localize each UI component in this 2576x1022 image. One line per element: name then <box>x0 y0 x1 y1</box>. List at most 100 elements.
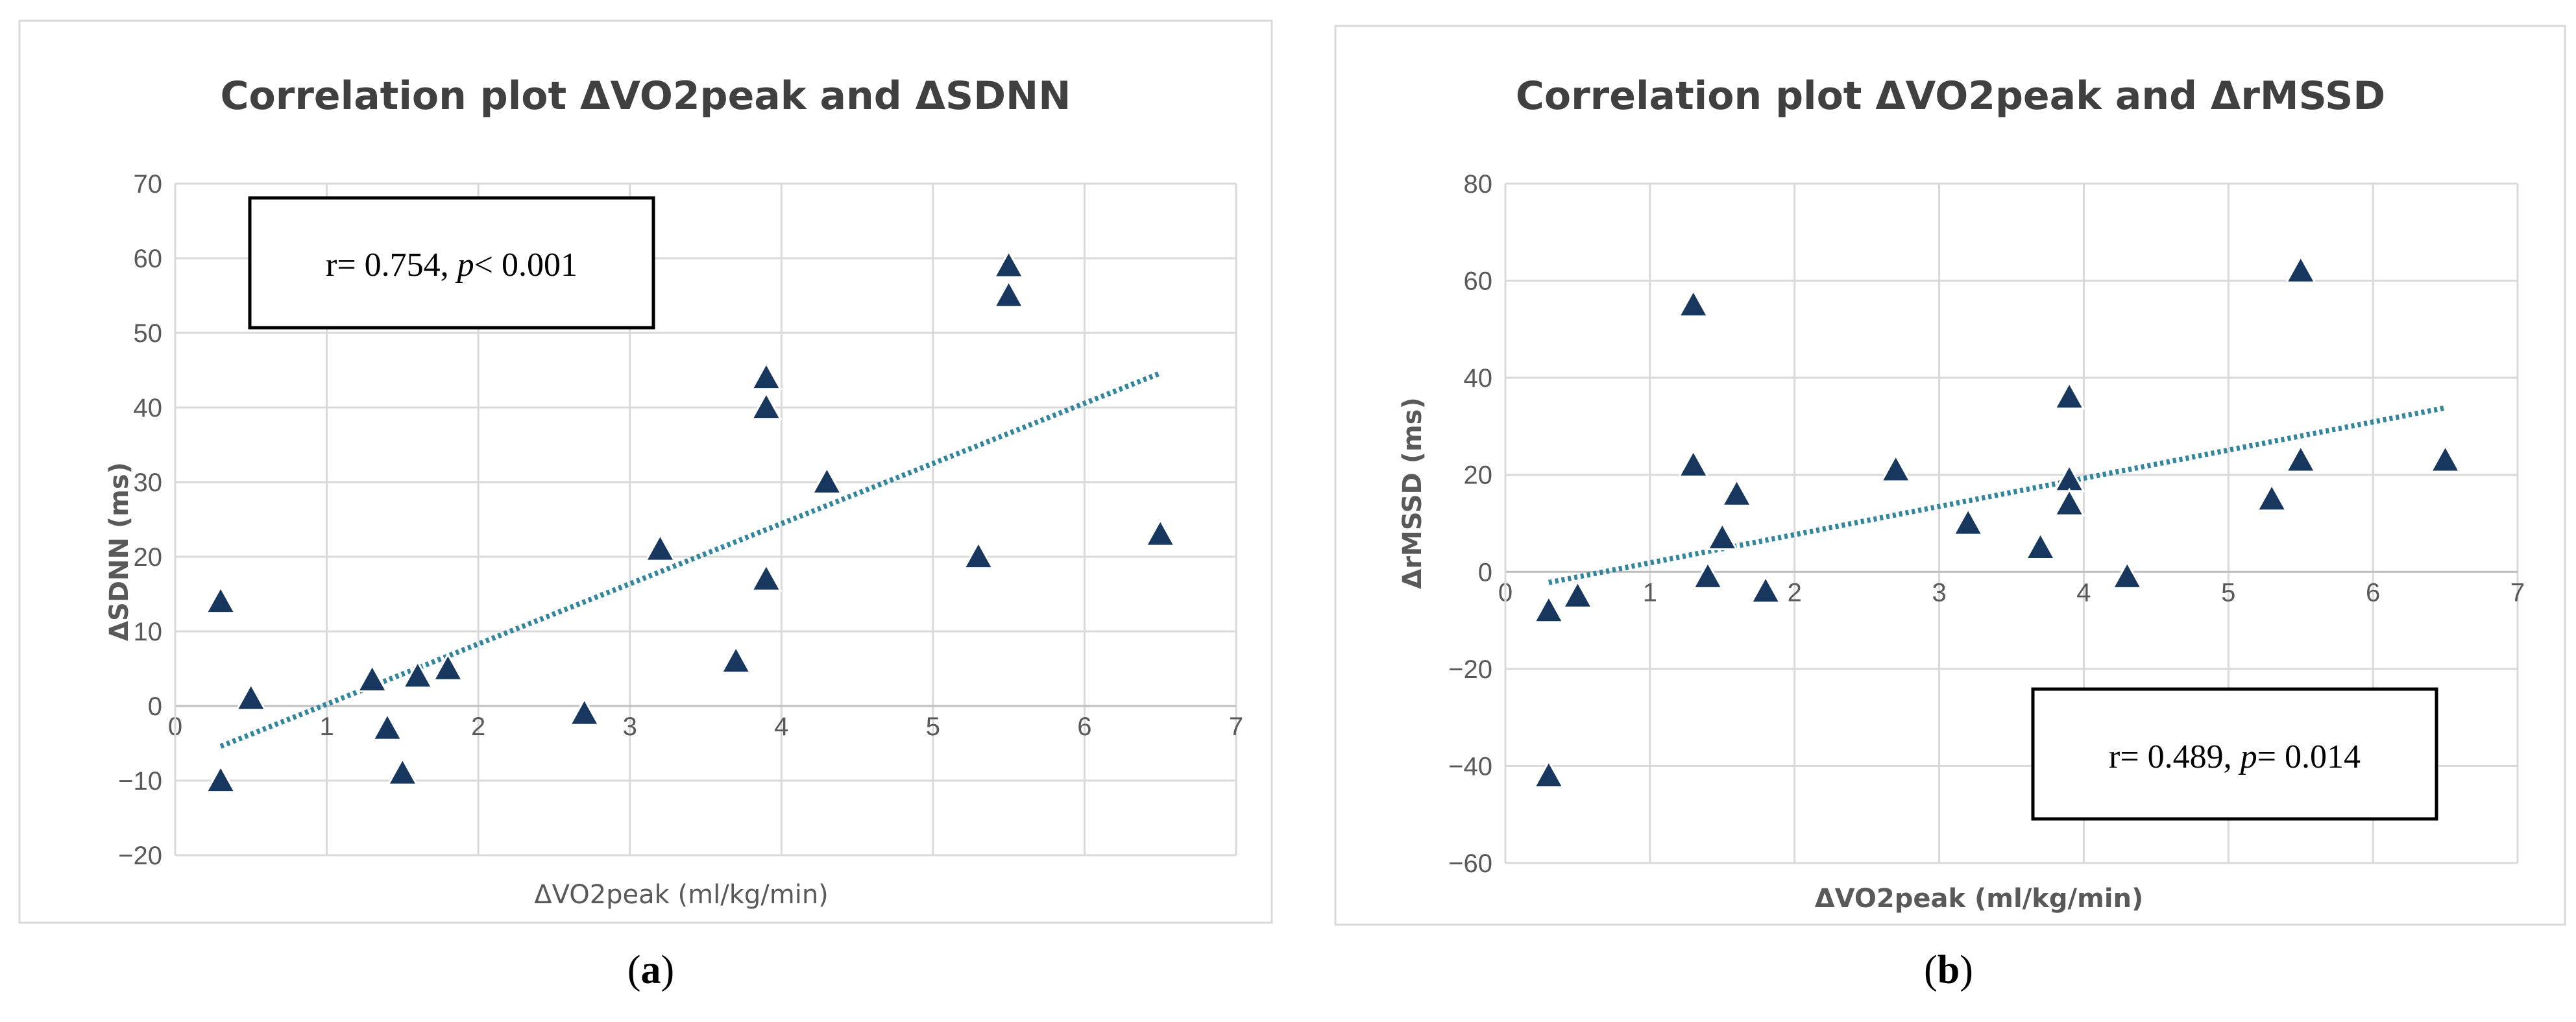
chart-a-stat-r: r= 0.754, <box>326 247 457 284</box>
chart-b-x-tick-label: 1 <box>1643 578 1657 607</box>
chart-b-data-point <box>1677 448 1710 478</box>
chart-b-data-point <box>2285 254 2317 284</box>
chart-b-y-tick-label: 20 <box>1464 461 1493 490</box>
chart-b-data-point <box>2053 380 2085 410</box>
chart-b-trendline <box>1548 405 2446 585</box>
chart-a-data-point <box>386 757 419 786</box>
chart-b-y-tick-label: −20 <box>1448 655 1492 684</box>
panel-label-a: (a) <box>627 948 674 992</box>
chart-a-data-point <box>568 697 601 726</box>
panel-label-b: (b) <box>1924 948 1973 992</box>
chart-b-y-tick-label: 60 <box>1464 267 1493 296</box>
chart-a-stat-p-symbol: p <box>455 247 474 284</box>
chart-b-data-point <box>1880 454 1912 483</box>
chart-b-data-point <box>2024 531 2057 560</box>
chart-b-x-tick-label: 4 <box>2076 578 2091 607</box>
chart-a-data-point <box>431 652 464 681</box>
chart-a-x-tick-label: 4 <box>774 712 788 741</box>
panel-label-b-letter: b <box>1938 948 1960 992</box>
chart-b-stat-p-value: = 0.014 <box>2257 738 2361 775</box>
chart-a-y-tick-label: 0 <box>148 692 162 721</box>
chart-b-stat-text: r= 0.489, p= 0.014 <box>2109 738 2361 775</box>
chart-a-data-point <box>750 361 783 391</box>
chart-a-y-tick-label: 10 <box>134 618 163 646</box>
chart-a-stat-box <box>248 196 655 330</box>
chart-b-data-point <box>2255 483 2288 512</box>
chart-b-stat-r: r= 0.489, <box>2109 738 2241 775</box>
chart-b-data-point <box>1533 759 1565 788</box>
panel-label-a-close: ) <box>661 948 675 992</box>
chart-a-x-tick-label: 1 <box>319 712 334 741</box>
chart-b-x-axis-label: ΔVO2peak (ml/kg/min) <box>1815 884 2144 914</box>
chart-a-data-point <box>356 663 389 692</box>
chart-b-x-tick-label: 3 <box>1932 578 1946 607</box>
chart-a-data-point <box>371 712 404 741</box>
chart-b-data-point <box>2053 487 2085 517</box>
chart-b-stat-box <box>2031 687 2438 821</box>
chart-a-data-point <box>402 659 434 689</box>
chart-b-stat-p-symbol: p <box>2238 738 2257 775</box>
chart-a-data-point <box>720 644 752 674</box>
chart-a-frame <box>18 19 1273 924</box>
chart-b-data-point <box>1561 579 1594 609</box>
chart-a-data-point <box>750 391 783 420</box>
chart-b-data-point <box>1533 594 1565 624</box>
chart-a-y-axis-label: ΔSDNN (ms) <box>104 462 134 641</box>
chart-a-y-tick-label: 30 <box>134 468 163 497</box>
chart-b-data-point <box>1677 288 1710 318</box>
chart-b-y-tick-label: −40 <box>1448 752 1492 781</box>
chart-b-y-tick-label: 0 <box>1478 558 1492 587</box>
chart-a-y-tick-label: 40 <box>134 394 163 422</box>
chart-a-title: Correlation plot ΔVO2peak and ΔSDNN <box>221 73 1071 119</box>
panel-label-a-letter: a <box>641 948 661 992</box>
chart-a-stat-p-value: < 0.001 <box>474 247 577 284</box>
chart-a-x-tick-label: 7 <box>1229 712 1243 741</box>
chart-b-y-axis-label: ΔrMSSD (ms) <box>1398 397 1428 589</box>
chart-a-y-tick-label: 50 <box>134 319 163 348</box>
chart-b-x-tick-label: 5 <box>2221 578 2235 607</box>
chart-a-data-point <box>962 540 995 570</box>
chart-a-y-tick-label: 60 <box>134 245 163 273</box>
chart-a-points <box>204 249 1176 794</box>
chart-b-data-point <box>1706 521 1738 551</box>
chart-a-data-point <box>750 563 783 592</box>
chart-a-y-tick-label: −10 <box>118 767 162 796</box>
panel-label-a-open: ( <box>627 948 641 992</box>
chart-a-x-tick-label: 3 <box>623 712 637 741</box>
panel-label-b-open: ( <box>1924 948 1938 992</box>
chart-a-data-point <box>204 764 237 794</box>
chart-b-data-point <box>2285 444 2317 473</box>
chart-b-data-point <box>2429 444 2462 473</box>
chart-b-points <box>1533 254 2462 788</box>
chart-b-x-tick-label: 7 <box>2510 578 2525 607</box>
chart-a-data-point <box>235 682 267 711</box>
chart-a-data-point <box>1144 518 1176 547</box>
chart-a-x-tick-label: 6 <box>1077 712 1091 741</box>
chart-b-title: Correlation plot ΔVO2peak and ΔrMSSD <box>1516 73 2385 119</box>
panel-label-b-close: ) <box>1960 948 1973 992</box>
chart-a-data-point <box>644 533 676 562</box>
chart-a-y-tick-label: 70 <box>134 170 163 199</box>
chart-a-data-point <box>993 279 1025 308</box>
chart-a-x-axis-label: ΔVO2peak (ml/kg/min) <box>534 880 829 910</box>
chart-a-data-point <box>993 249 1025 278</box>
chart-b-data-point <box>2111 560 2143 589</box>
chart-b-y-tick-label: 80 <box>1464 170 1493 199</box>
chart-b-data-point <box>1749 575 1782 604</box>
chart-b-data-point <box>1692 560 1724 589</box>
chart-a-data-point <box>204 585 237 614</box>
chart-a-y-tick-label: 20 <box>134 543 163 572</box>
chart-b-x-tick-label: 6 <box>2366 578 2380 607</box>
chart-b-data-point <box>1952 507 1984 536</box>
chart-a-x-tick-label: 2 <box>471 712 485 741</box>
chart-b-y-tick-label: −60 <box>1448 849 1492 878</box>
chart-b-y-tick-label: 40 <box>1464 364 1493 393</box>
chart-a-data-point <box>810 465 843 495</box>
chart-a-y-tick-label: −20 <box>118 842 162 870</box>
chart-b-trendline-group <box>1548 405 2446 585</box>
